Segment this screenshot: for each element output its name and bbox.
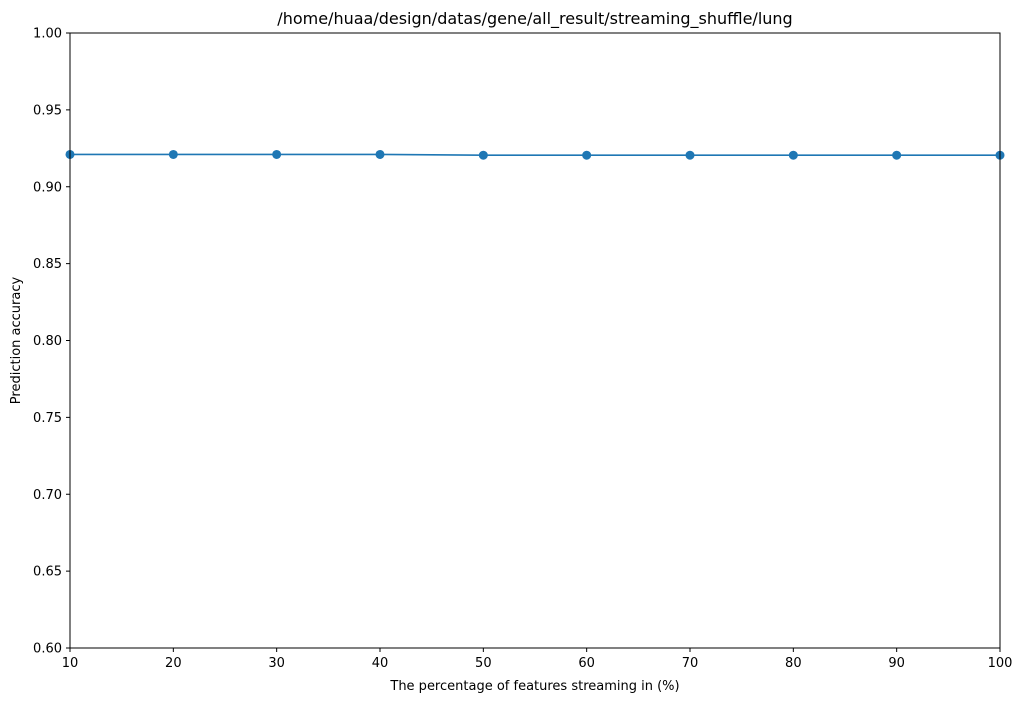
- x-tick-label: 10: [62, 656, 79, 671]
- y-tick-label: 1.00: [33, 27, 62, 42]
- x-axis-label: The percentage of features streaming in …: [389, 679, 679, 694]
- y-tick-label: 0.70: [33, 488, 62, 503]
- y-axis-label: Prediction accuracy: [9, 277, 24, 405]
- x-tick-label: 100: [988, 656, 1013, 671]
- y-axis: 0.60 0.65 0.70 0.75 0.80 0.85 0.90 0.95 1.00: [33, 27, 70, 657]
- data-point: [892, 150, 902, 160]
- x-tick-label: 60: [578, 656, 595, 671]
- plot-frame: [69, 32, 1001, 649]
- data-point: [685, 150, 695, 160]
- data-point: [168, 149, 178, 159]
- y-tick-label: 0.75: [33, 411, 62, 426]
- x-tick-label: 20: [165, 656, 182, 671]
- chart-title: /home/huaa/design/datas/gene/all_result/…: [277, 9, 792, 29]
- data-point: [375, 149, 385, 159]
- plot-area: [65, 149, 1005, 160]
- x-tick-label: 30: [268, 656, 285, 671]
- x-tick-label: 90: [888, 656, 905, 671]
- y-tick-label: 0.85: [33, 257, 62, 272]
- x-tick-label: 40: [372, 656, 389, 671]
- data-point: [272, 149, 282, 159]
- y-tick-label: 0.90: [33, 180, 62, 195]
- x-axis: 10 20 30 40 50 60 70 80 90 100: [62, 648, 1013, 671]
- series-line: [70, 153, 1000, 157]
- x-tick-label: 70: [682, 656, 699, 671]
- y-tick-label: 0.60: [33, 642, 62, 657]
- y-tick-label: 0.65: [33, 565, 62, 580]
- y-tick-label: 0.95: [33, 103, 62, 118]
- x-tick-label: 80: [785, 656, 802, 671]
- y-tick-label: 0.80: [33, 334, 62, 349]
- data-point: [478, 150, 488, 160]
- data-point: [788, 150, 798, 160]
- data-point: [582, 150, 592, 160]
- x-tick-label: 50: [475, 656, 492, 671]
